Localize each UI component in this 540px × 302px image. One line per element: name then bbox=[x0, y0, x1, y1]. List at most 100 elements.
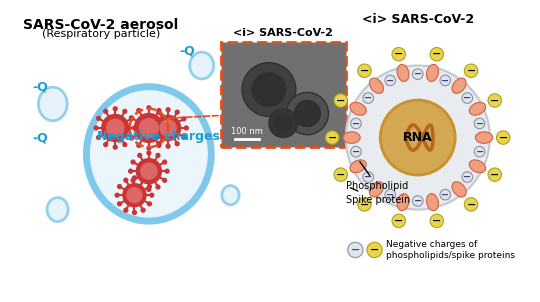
Text: −: − bbox=[394, 49, 403, 59]
Ellipse shape bbox=[427, 64, 438, 82]
Ellipse shape bbox=[269, 109, 298, 137]
Circle shape bbox=[164, 136, 168, 140]
Circle shape bbox=[160, 120, 176, 136]
Circle shape bbox=[148, 126, 152, 130]
Circle shape bbox=[326, 131, 339, 144]
Circle shape bbox=[113, 145, 117, 149]
Text: SARS-CoV-2 aerosol: SARS-CoV-2 aerosol bbox=[23, 18, 178, 31]
Circle shape bbox=[462, 93, 472, 103]
Ellipse shape bbox=[469, 160, 485, 173]
Circle shape bbox=[157, 108, 161, 112]
Circle shape bbox=[118, 185, 122, 188]
Circle shape bbox=[150, 117, 154, 121]
Circle shape bbox=[130, 116, 133, 120]
Circle shape bbox=[127, 188, 142, 203]
Circle shape bbox=[137, 159, 161, 184]
Circle shape bbox=[182, 117, 186, 121]
Text: −: − bbox=[328, 133, 337, 143]
Circle shape bbox=[380, 100, 455, 175]
Circle shape bbox=[124, 208, 128, 212]
Text: −: − bbox=[364, 93, 372, 103]
Circle shape bbox=[147, 202, 151, 206]
Circle shape bbox=[363, 93, 374, 103]
Circle shape bbox=[367, 242, 382, 258]
Text: −: − bbox=[364, 172, 372, 182]
FancyBboxPatch shape bbox=[221, 41, 346, 147]
Text: −: − bbox=[441, 76, 449, 85]
Circle shape bbox=[147, 106, 151, 110]
Ellipse shape bbox=[452, 182, 466, 197]
Circle shape bbox=[363, 172, 374, 182]
Circle shape bbox=[113, 107, 117, 111]
Circle shape bbox=[132, 126, 137, 130]
Ellipse shape bbox=[86, 87, 211, 221]
Text: −: − bbox=[394, 216, 403, 226]
Text: 100 nm: 100 nm bbox=[231, 127, 263, 136]
Circle shape bbox=[138, 185, 141, 189]
Circle shape bbox=[350, 146, 361, 157]
Ellipse shape bbox=[350, 102, 366, 115]
Circle shape bbox=[392, 47, 406, 61]
Ellipse shape bbox=[242, 63, 296, 117]
Circle shape bbox=[358, 198, 371, 211]
Circle shape bbox=[124, 178, 128, 182]
Circle shape bbox=[141, 208, 145, 212]
Text: −: − bbox=[441, 190, 449, 200]
Circle shape bbox=[156, 153, 160, 157]
Ellipse shape bbox=[286, 92, 328, 135]
Circle shape bbox=[102, 114, 129, 141]
Text: −: − bbox=[352, 147, 360, 157]
Ellipse shape bbox=[274, 114, 293, 133]
Circle shape bbox=[413, 69, 423, 79]
Text: −: − bbox=[386, 76, 394, 85]
Circle shape bbox=[462, 172, 472, 182]
Circle shape bbox=[141, 163, 157, 179]
Circle shape bbox=[150, 135, 154, 139]
Circle shape bbox=[164, 116, 168, 120]
Circle shape bbox=[115, 193, 119, 197]
Circle shape bbox=[94, 126, 98, 130]
Circle shape bbox=[134, 114, 163, 142]
Circle shape bbox=[350, 118, 361, 129]
Text: (Respiratory particle): (Respiratory particle) bbox=[42, 29, 160, 39]
Circle shape bbox=[474, 118, 485, 129]
Circle shape bbox=[348, 242, 363, 258]
Text: −: − bbox=[490, 170, 500, 180]
Text: Negative charges of
phospholipids/spike proteins: Negative charges of phospholipids/spike … bbox=[386, 240, 515, 260]
Text: −: − bbox=[476, 118, 484, 128]
Circle shape bbox=[147, 188, 151, 191]
Circle shape bbox=[163, 160, 166, 164]
Ellipse shape bbox=[369, 182, 383, 197]
Circle shape bbox=[488, 94, 502, 107]
Circle shape bbox=[138, 153, 141, 157]
Ellipse shape bbox=[397, 194, 409, 211]
Ellipse shape bbox=[252, 72, 286, 107]
Circle shape bbox=[147, 151, 151, 155]
Ellipse shape bbox=[427, 194, 438, 211]
Circle shape bbox=[130, 117, 134, 120]
Circle shape bbox=[464, 198, 478, 211]
Circle shape bbox=[167, 126, 171, 130]
Text: -Q: -Q bbox=[222, 45, 238, 58]
Circle shape bbox=[182, 135, 186, 139]
Circle shape bbox=[176, 110, 179, 114]
Circle shape bbox=[163, 178, 166, 182]
Ellipse shape bbox=[190, 52, 214, 79]
Circle shape bbox=[334, 168, 347, 182]
Circle shape bbox=[165, 169, 169, 173]
Circle shape bbox=[464, 64, 478, 77]
Text: −: − bbox=[336, 95, 346, 105]
Text: <i> SARS-CoV-2: <i> SARS-CoV-2 bbox=[233, 28, 333, 38]
Circle shape bbox=[97, 117, 100, 120]
Circle shape bbox=[130, 136, 134, 140]
Circle shape bbox=[123, 184, 146, 207]
Circle shape bbox=[97, 136, 100, 140]
Text: −: − bbox=[498, 133, 508, 143]
Text: -Q: -Q bbox=[179, 45, 195, 58]
Circle shape bbox=[139, 119, 158, 137]
Text: RNA: RNA bbox=[403, 131, 433, 144]
Text: −: − bbox=[467, 199, 476, 209]
Text: −: − bbox=[360, 199, 369, 209]
Circle shape bbox=[141, 178, 145, 182]
Circle shape bbox=[413, 196, 423, 206]
